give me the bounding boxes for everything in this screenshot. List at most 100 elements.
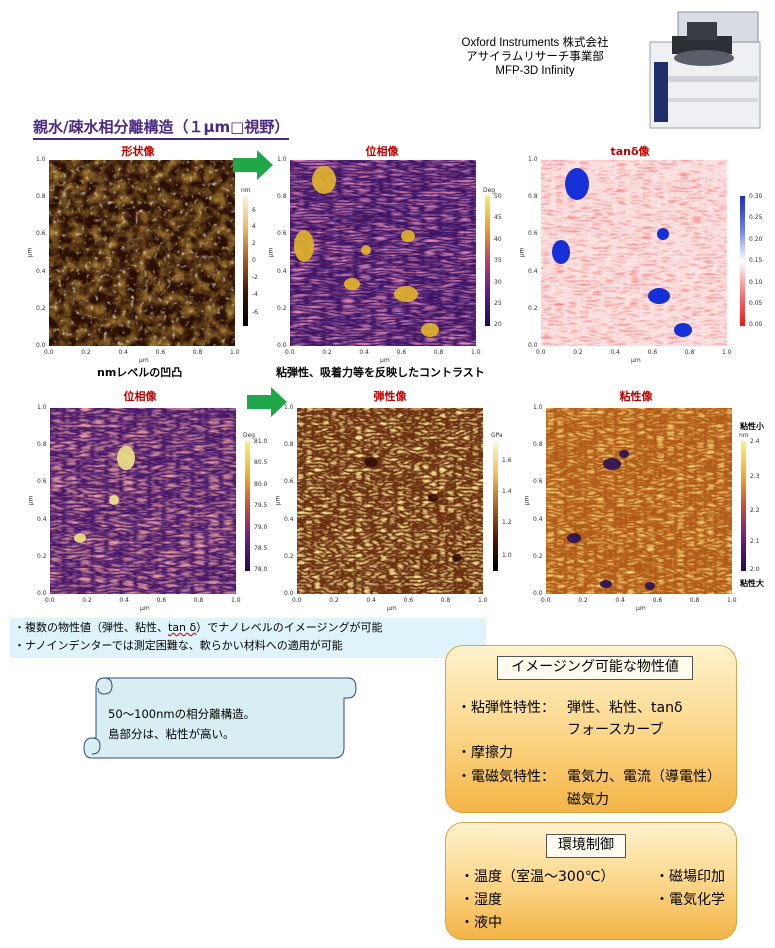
cbar-tick: 0.00: [749, 321, 763, 328]
cbar-tick: 2.1: [750, 538, 760, 545]
topography-image: [49, 160, 235, 346]
x-tick-label: 0.6: [647, 349, 658, 356]
phase-top-cbar-unit: Deg: [483, 187, 496, 194]
x-tick-label: 1.0: [471, 349, 481, 356]
right-arrow-icon: [247, 387, 287, 417]
y-tick-label: 0.6: [533, 478, 543, 486]
tandelta-title: tanδ像: [610, 145, 650, 158]
cbar-tick: 78.5: [254, 545, 268, 552]
x-tick-label: 0.8: [192, 349, 203, 356]
viscosity-image: [546, 408, 732, 594]
cbar-tick: 4: [252, 223, 256, 230]
afm-instrument-image: [649, 11, 761, 129]
x-tick-label: 0.4: [119, 597, 129, 604]
cbar-tick: 40: [494, 236, 502, 243]
cbar-tick: 1.2: [502, 519, 512, 526]
elasticity-colorbar: [493, 441, 498, 571]
phase-bottom-image: [50, 408, 236, 594]
bullet-1-prefix: ・複数の物性値（弾性、粘性、: [14, 621, 168, 634]
bullet-line-1: ・複数の物性値（弾性、粘性、tan δ）でナノレベルのイメージングが可能: [14, 619, 486, 637]
x-tick-label: 0.4: [118, 349, 128, 356]
x-tick-label: 0.8: [433, 349, 444, 356]
x-axis-unit: μm: [139, 357, 149, 364]
cbar-tick: 6: [252, 207, 256, 214]
y-tick-label: 0.2: [533, 552, 543, 560]
x-tick-label: 0.0: [292, 597, 302, 604]
scroll-line-2: 島部分は、粘性が高い。: [108, 727, 235, 741]
x-tick-label: 0.8: [440, 597, 451, 604]
x-tick-label: 0.2: [82, 597, 92, 604]
scroll-line-1: 50～100nmの相分離構造。: [108, 707, 256, 721]
properties-heading: イメージング可能な物性値: [497, 656, 693, 680]
y-axis-unit: μm: [518, 247, 526, 258]
cbar-tick: 0.30: [749, 193, 763, 200]
x-tick-label: 0.6: [155, 349, 166, 356]
y-axis-unit: μm: [267, 247, 275, 258]
x-tick-label: 1.0: [478, 597, 488, 604]
elasticity-title: 弾性像: [373, 390, 407, 403]
cbar-tick: 0.20: [749, 236, 763, 243]
x-tick-label: 1.0: [722, 349, 732, 356]
x-tick-label: 0.6: [396, 349, 407, 356]
phase-bottom-title: 位相像: [123, 390, 157, 403]
x-tick-label: 0.0: [45, 597, 55, 604]
y-tick-label: 1.0: [277, 156, 287, 163]
x-tick-label: 0.2: [578, 597, 588, 604]
x-axis-unit: μm: [140, 605, 150, 612]
scroll-note: 50～100nmの相分離構造。 島部分は、粘性が高い。: [108, 704, 255, 744]
x-tick-label: 0.2: [81, 349, 91, 356]
y-tick-label: 0.6: [37, 478, 47, 486]
y-tick-label: 0.2: [277, 304, 287, 312]
x-tick-label: 0.8: [689, 597, 700, 604]
bullet-line-2: ・ナノインデンターでは測定困難な、軟らかい材料への適用が可能: [14, 639, 343, 652]
y-tick-label: 0.0: [533, 590, 543, 597]
y-tick-label: 1.0: [37, 404, 47, 411]
tandelta-image: [541, 160, 727, 346]
topography-caption: nmレベルの凹凸: [97, 366, 183, 379]
y-tick-label: 0.0: [37, 590, 47, 597]
phase-top-title: 位相像: [365, 145, 399, 158]
y-axis-unit: μm: [523, 495, 531, 506]
cbar-tick: 50: [494, 193, 502, 200]
cbar-tick: 30: [494, 279, 502, 286]
y-tick-label: 0.2: [37, 552, 47, 560]
cbar-tick: 79.0: [254, 524, 268, 531]
env-magnetic-field: ・磁場印加: [655, 869, 725, 885]
x-tick-label: 1.0: [231, 597, 241, 604]
phase-bottom-cbar-unit: Deg: [243, 432, 256, 439]
cbar-tick: 79.5: [254, 502, 268, 509]
feature-bullets: ・複数の物性値（弾性、粘性、tan δ）でナノレベルのイメージングが可能 ・ナノ…: [10, 618, 486, 658]
y-tick-label: 0.0: [284, 590, 294, 597]
y-axis-unit: μm: [26, 247, 34, 258]
bullet-1-tandelta: tan δ: [168, 621, 197, 634]
y-tick-label: 0.8: [37, 441, 47, 449]
friction-label: ・摩擦力: [457, 745, 513, 761]
electromagnetic-label: ・電磁気特性：: [457, 769, 555, 785]
env-humidity: ・湿度: [460, 892, 502, 908]
cbar-tick: 2.0: [750, 566, 760, 573]
x-tick-label: 0.6: [156, 597, 167, 604]
phase-top-image: [290, 160, 476, 346]
environment-heading: 環境制御: [546, 834, 626, 858]
y-tick-label: 0.4: [36, 267, 46, 275]
cbar-tick: 45: [494, 214, 502, 221]
cbar-tick: 80.0: [254, 481, 268, 488]
y-tick-label: 0.0: [277, 342, 287, 349]
y-tick-label: 0.2: [528, 304, 538, 312]
tandelta-colorbar: [740, 196, 745, 326]
cbar-tick: -4: [252, 291, 258, 298]
x-tick-label: 0.6: [403, 597, 414, 604]
y-tick-label: 1.0: [36, 156, 46, 163]
x-tick-label: 0.4: [366, 597, 376, 604]
y-tick-label: 0.4: [284, 515, 294, 523]
y-tick-label: 0.4: [528, 267, 538, 275]
y-tick-label: 0.4: [37, 515, 47, 523]
magnetic-force-label: 磁気力: [567, 792, 609, 808]
viscosity-high-label: 粘性大: [740, 579, 764, 588]
cbar-tick: 81.0: [254, 438, 268, 445]
env-liquid: ・液中: [460, 915, 502, 931]
cbar-tick: 0: [252, 257, 256, 264]
x-tick-label: 1.0: [727, 597, 737, 604]
division-name: アサイラムリサーチ事業部: [466, 51, 604, 63]
y-tick-label: 1.0: [284, 404, 294, 411]
